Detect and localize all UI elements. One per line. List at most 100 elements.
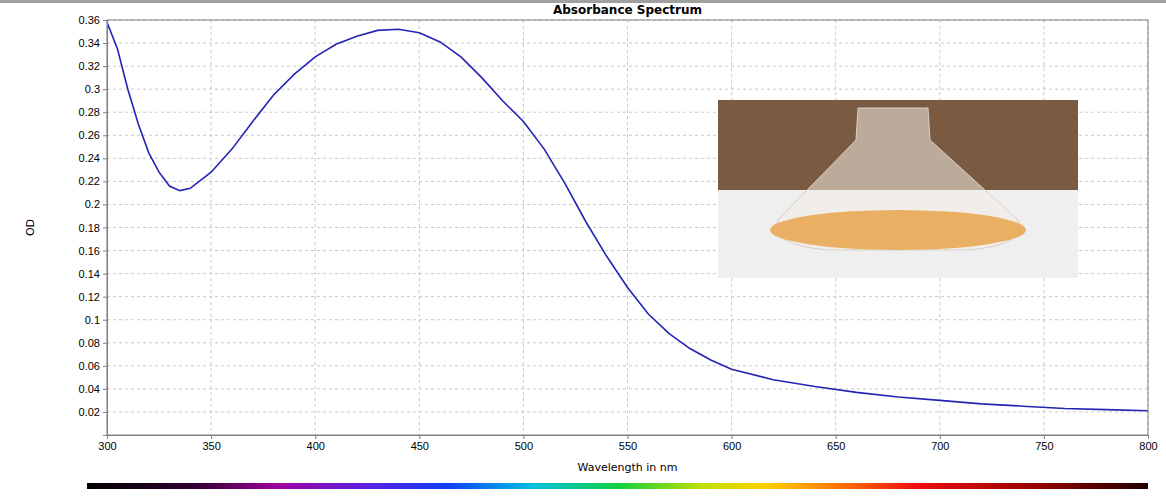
tick-mark [940, 435, 941, 439]
tick-label: 0.28 [79, 106, 100, 118]
tick-mark [103, 135, 107, 136]
chart: 3003504004505005506006507007508000.020.0… [0, 0, 1166, 503]
x-tick: 350 [202, 435, 220, 452]
y-tick: 0.24 [79, 152, 107, 164]
tick-mark [103, 158, 107, 159]
tick-label: 0.06 [79, 360, 100, 372]
tick-mark [103, 389, 107, 390]
y-axis-title: OD [24, 219, 37, 236]
plot-frame [107, 20, 1148, 435]
y-tick: 0.34 [79, 37, 107, 49]
y-axis: 0.02 0.04 0.06 0.08 0.1 0.12 0.14 0.16 0.18 0.2 0.… [79, 14, 108, 435]
spectrum-line [107, 22, 1148, 410]
y-tick: 0.04 [79, 383, 107, 395]
y-tick: 0.18 [79, 222, 107, 234]
x-tick: 300 [98, 435, 116, 452]
spectrum-bar [87, 483, 1148, 489]
tick-mark [103, 112, 107, 113]
tick-mark [103, 66, 107, 67]
tick-mark [103, 320, 107, 321]
x-tick: 700 [931, 435, 949, 452]
x-tick: 400 [307, 435, 325, 452]
tick-label: 500 [515, 440, 533, 452]
y-tick: 0.02 [79, 406, 107, 418]
tick-label: 0.12 [79, 291, 100, 303]
tick-label: 0.02 [79, 406, 100, 418]
grid [107, 20, 1148, 435]
title: Absorbance Spectrum [553, 3, 702, 17]
y-tick: 0.08 [79, 337, 107, 349]
tick-mark [103, 43, 107, 44]
x-tick: 500 [515, 435, 533, 452]
tick-label: 0.3 [85, 83, 100, 95]
grid-line [107, 342, 1148, 343]
tick-mark [211, 435, 212, 439]
tick-label: 0.34 [79, 37, 100, 49]
tick-mark [103, 204, 107, 205]
y-tick: 0.2 [85, 198, 107, 210]
tick-label: 550 [619, 440, 637, 452]
tick-mark [103, 228, 107, 229]
grid-line [419, 20, 420, 435]
grid-line [523, 20, 524, 435]
grid-line [627, 20, 628, 435]
y-tick: 0.06 [79, 360, 107, 372]
tick-label: 0.1 [85, 314, 100, 326]
tick-mark [315, 435, 316, 439]
tick-mark [1044, 435, 1045, 439]
grid-line [315, 20, 316, 435]
tick-label: 0.04 [79, 383, 100, 395]
grid-line [107, 66, 1148, 67]
tick-label: 0.36 [79, 14, 100, 26]
y-tick: 0.22 [79, 175, 107, 187]
tick-mark [103, 412, 107, 413]
axis-line [103, 21, 108, 436]
tick-mark [419, 435, 420, 439]
x-tick: 800 [1139, 435, 1157, 452]
tick-mark [836, 435, 837, 439]
tick-label: 600 [723, 440, 741, 452]
y-tick: 0.12 [79, 291, 107, 303]
x-tick: 750 [1035, 435, 1053, 452]
tick-label: 0.14 [79, 268, 100, 280]
inset-photo [718, 100, 1078, 278]
tick-label: 0.24 [79, 152, 100, 164]
tick-label: 0.18 [79, 222, 100, 234]
tick-mark [103, 251, 107, 252]
tick-mark [628, 435, 629, 439]
tick-mark [103, 366, 107, 367]
y-tick: 0.32 [79, 60, 107, 72]
tick-label: 0.26 [79, 129, 100, 141]
x-axis-title: Wavelength in nm [578, 461, 678, 474]
x-tick: 450 [411, 435, 429, 452]
tick-mark [103, 89, 107, 90]
y-tick: 0.26 [79, 129, 107, 141]
y-tick: 0.3 [85, 83, 107, 95]
y-tick: 0.28 [79, 106, 107, 118]
tick-label: 0.08 [79, 337, 100, 349]
grid-line [107, 365, 1148, 366]
tick-mark [103, 181, 107, 182]
tick-label: 350 [202, 440, 220, 452]
tick-mark [103, 343, 107, 344]
y-tick: 0.16 [79, 245, 107, 257]
grid-line [107, 43, 1148, 44]
x-tick: 550 [619, 435, 637, 452]
photo-background [718, 100, 1078, 278]
x-axis: 300 350 400 450 500 550 600 650 700 750 800 [98, 435, 1157, 452]
tick-label: 650 [827, 440, 845, 452]
y-tick: 0.14 [79, 268, 107, 280]
y-tick: 0.36 [79, 14, 107, 26]
tick-label: 450 [411, 440, 429, 452]
grid-line [211, 20, 212, 435]
tick-mark [103, 20, 107, 21]
tick-label: 0.32 [79, 60, 100, 72]
tick-label: 0.2 [85, 198, 100, 210]
tick-mark [103, 274, 107, 275]
flask-liquid [770, 210, 1026, 250]
tick-label: 800 [1139, 440, 1157, 452]
axis-line [108, 436, 1149, 440]
x-tick: 650 [827, 435, 845, 452]
tick-label: 750 [1035, 440, 1053, 452]
tick-mark [103, 297, 107, 298]
